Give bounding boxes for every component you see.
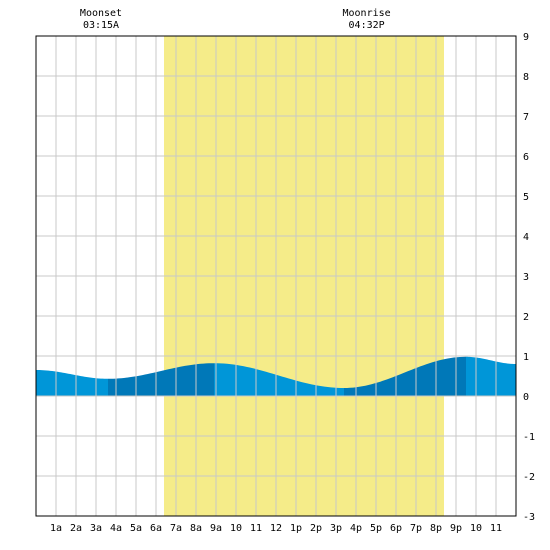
x-tick-label: 2p bbox=[310, 523, 322, 534]
y-tick-label: 7 bbox=[523, 112, 529, 123]
x-tick-label: 9a bbox=[210, 523, 222, 534]
y-tick-label: 4 bbox=[523, 232, 529, 243]
tide-segment-falling bbox=[466, 356, 516, 396]
y-tick-label: 8 bbox=[523, 72, 529, 83]
x-tick-label: 1a bbox=[50, 523, 62, 534]
plot-frame bbox=[35, 35, 517, 517]
x-tick-label: 9p bbox=[450, 523, 462, 534]
x-tick-label: 11 bbox=[490, 523, 502, 534]
x-tick-label: 10 bbox=[470, 523, 482, 534]
moonrise-time: 04:32P bbox=[349, 20, 385, 31]
y-tick-label: -3 bbox=[523, 512, 535, 523]
x-tick-label: 4p bbox=[350, 523, 362, 534]
x-tick-label: 8a bbox=[190, 523, 202, 534]
x-tick-label: 7p bbox=[410, 523, 422, 534]
x-tick-label: 4a bbox=[110, 523, 122, 534]
x-tick-label: 10 bbox=[230, 523, 242, 534]
x-tick-label: 6a bbox=[150, 523, 162, 534]
y-tick-label: 1 bbox=[523, 352, 529, 363]
y-tick-label: 5 bbox=[523, 192, 529, 203]
x-tick-label: 7a bbox=[170, 523, 182, 534]
y-tick-label: 9 bbox=[523, 32, 529, 43]
y-tick-label: -1 bbox=[523, 432, 535, 443]
x-tick-label: 3p bbox=[330, 523, 342, 534]
y-tick-label: 2 bbox=[523, 312, 529, 323]
x-tick-label: 5a bbox=[130, 523, 142, 534]
x-tick-label: 11 bbox=[250, 523, 262, 534]
moonset-time: 03:15A bbox=[83, 20, 119, 31]
moonset-label: Moonset bbox=[80, 8, 122, 19]
tide-segment-rising bbox=[108, 363, 214, 396]
tide-segment-falling bbox=[36, 370, 108, 396]
x-tick-label: 5p bbox=[370, 523, 382, 534]
y-tick-label: 6 bbox=[523, 152, 529, 163]
tide-segment-falling bbox=[214, 363, 344, 396]
x-tick-label: 6p bbox=[390, 523, 402, 534]
x-tick-label: 1p bbox=[290, 523, 302, 534]
moonrise-label: Moonrise bbox=[343, 8, 391, 19]
y-tick-label: 0 bbox=[523, 392, 529, 403]
x-tick-label: 12 bbox=[270, 523, 282, 534]
x-tick-label: 8p bbox=[430, 523, 442, 534]
x-tick-label: 3a bbox=[90, 523, 102, 534]
y-tick-label: 3 bbox=[523, 272, 529, 283]
x-tick-label: 2a bbox=[70, 523, 82, 534]
y-tick-label: -2 bbox=[523, 472, 535, 483]
